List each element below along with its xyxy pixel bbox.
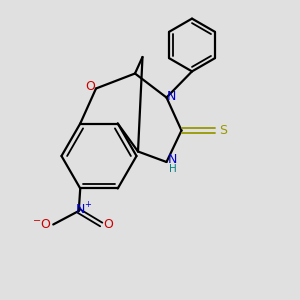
Text: S: S [219, 124, 227, 137]
Text: −: − [33, 216, 41, 226]
Text: N: N [167, 89, 177, 103]
Text: N: N [76, 203, 85, 216]
Text: O: O [86, 80, 95, 94]
Text: +: + [84, 200, 91, 209]
Text: O: O [40, 218, 50, 231]
Text: O: O [103, 218, 113, 231]
Text: N: N [168, 153, 177, 166]
Text: H: H [169, 164, 176, 174]
